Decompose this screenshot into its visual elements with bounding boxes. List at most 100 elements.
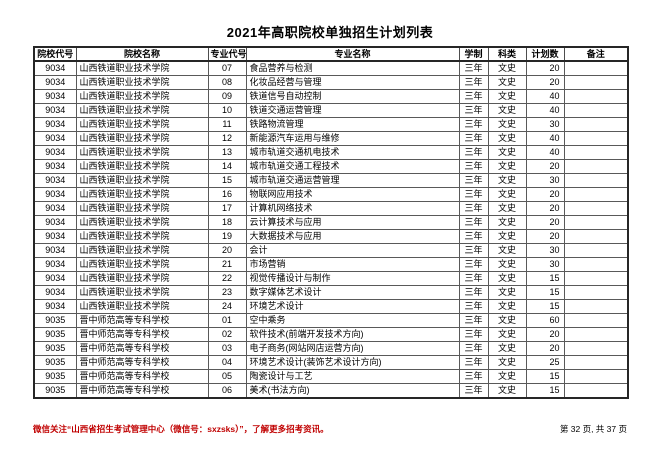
table-row: 9034 山西铁道职业技术学院 17 计算机网络技术 三年 文史 20 (33, 201, 629, 216)
cell-subject-category: 文史 (487, 285, 527, 300)
cell-plan-count: 15 (525, 383, 565, 399)
cell-remarks (563, 131, 629, 146)
table-row: 9035 晋中师范高等专科学校 06 美术(书法方向) 三年 文史 15 (33, 383, 629, 399)
cell-remarks (563, 173, 629, 188)
column-header-remarks: 备注 (563, 46, 629, 62)
cell-duration: 三年 (458, 271, 489, 286)
table-row: 9035 晋中师范高等专科学校 01 空中乘务 三年 文史 60 (33, 313, 629, 328)
cell-major-code: 17 (207, 201, 247, 216)
table-row: 9034 山西铁道职业技术学院 11 铁路物流管理 三年 文史 30 (33, 117, 629, 132)
footer-wechat-notice: 微信关注“山西省招生考试管理中心（微信号：sxzsks）”，了解更多招考资讯。 (33, 424, 329, 434)
cell-major-name: 视觉传播设计与制作 (245, 271, 460, 286)
cell-college-name: 山西铁道职业技术学院 (75, 229, 209, 244)
cell-plan-count: 40 (525, 145, 565, 160)
cell-college-code: 9034 (33, 201, 77, 216)
cell-subject-category: 文史 (487, 257, 527, 272)
table-row: 9034 山西铁道职业技术学院 08 化妆品经营与管理 三年 文史 20 (33, 75, 629, 90)
cell-college-code: 9034 (33, 145, 77, 160)
cell-duration: 三年 (458, 187, 489, 202)
cell-plan-count: 30 (525, 243, 565, 258)
cell-college-code: 9034 (33, 75, 77, 90)
cell-college-name: 山西铁道职业技术学院 (75, 103, 209, 118)
cell-major-name: 数字媒体艺术设计 (245, 285, 460, 300)
cell-major-code: 11 (207, 117, 247, 132)
cell-major-code: 13 (207, 145, 247, 160)
cell-major-name: 会计 (245, 243, 460, 258)
cell-major-name: 市场营销 (245, 257, 460, 272)
cell-duration: 三年 (458, 75, 489, 90)
table-row: 9034 山西铁道职业技术学院 13 城市轨道交通机电技术 三年 文史 40 (33, 145, 629, 160)
cell-college-name: 山西铁道职业技术学院 (75, 159, 209, 174)
cell-college-name: 山西铁道职业技术学院 (75, 257, 209, 272)
table-row: 9035 晋中师范高等专科学校 02 软件技术(前端开发技术方向) 三年 文史 20 (33, 327, 629, 342)
cell-major-code: 23 (207, 285, 247, 300)
table-row: 9035 晋中师范高等专科学校 05 陶瓷设计与工艺 三年 文史 15 (33, 369, 629, 384)
cell-major-code: 21 (207, 257, 247, 272)
cell-college-code: 9034 (33, 299, 77, 314)
cell-college-name: 晋中师范高等专科学校 (75, 341, 209, 356)
table-row: 9034 山西铁道职业技术学院 20 会计 三年 文史 30 (33, 243, 629, 258)
cell-remarks (563, 89, 629, 104)
cell-college-name: 晋中师范高等专科学校 (75, 355, 209, 370)
cell-duration: 三年 (458, 103, 489, 118)
table-row: 9034 山西铁道职业技术学院 19 大数据技术与应用 三年 文史 20 (33, 229, 629, 244)
cell-major-name: 铁道信号自动控制 (245, 89, 460, 104)
cell-college-name: 山西铁道职业技术学院 (75, 131, 209, 146)
cell-plan-count: 40 (525, 131, 565, 146)
cell-major-code: 09 (207, 89, 247, 104)
cell-major-name: 陶瓷设计与工艺 (245, 369, 460, 384)
cell-remarks (563, 145, 629, 160)
cell-major-name: 云计算技术与应用 (245, 215, 460, 230)
cell-remarks (563, 60, 629, 76)
table-row: 9035 晋中师范高等专科学校 03 电子商务(网站网店运营方向) 三年 文史 20 (33, 341, 629, 356)
cell-college-code: 9034 (33, 117, 77, 132)
table-row: 9035 晋中师范高等专科学校 04 环境艺术设计(装饰艺术设计方向) 三年 文史 25 (33, 355, 629, 370)
cell-major-code: 22 (207, 271, 247, 286)
cell-subject-category: 文史 (487, 145, 527, 160)
cell-subject-category: 文史 (487, 229, 527, 244)
cell-college-name: 山西铁道职业技术学院 (75, 117, 209, 132)
cell-duration: 三年 (458, 60, 489, 76)
cell-subject-category: 文史 (487, 327, 527, 342)
cell-major-code: 01 (207, 313, 247, 328)
cell-college-code: 9035 (33, 383, 77, 399)
cell-subject-category: 文史 (487, 173, 527, 188)
cell-duration: 三年 (458, 201, 489, 216)
cell-remarks (563, 271, 629, 286)
cell-college-name: 晋中师范高等专科学校 (75, 383, 209, 399)
cell-duration: 三年 (458, 299, 489, 314)
page-title: 2021年高职院校单独招生计划列表 (226, 25, 434, 40)
cell-college-name: 山西铁道职业技术学院 (75, 75, 209, 90)
table-row: 9034 山西铁道职业技术学院 23 数字媒体艺术设计 三年 文史 15 (33, 285, 629, 300)
cell-subject-category: 文史 (487, 369, 527, 384)
cell-college-name: 晋中师范高等专科学校 (75, 369, 209, 384)
cell-major-code: 03 (207, 341, 247, 356)
cell-plan-count: 25 (525, 355, 565, 370)
cell-plan-count: 60 (525, 313, 565, 328)
table-row: 9034 山西铁道职业技术学院 14 城市轨道交通工程技术 三年 文史 20 (33, 159, 629, 174)
cell-remarks (563, 257, 629, 272)
cell-remarks (563, 215, 629, 230)
cell-major-code: 06 (207, 383, 247, 399)
cell-subject-category: 文史 (487, 341, 527, 356)
cell-duration: 三年 (458, 215, 489, 230)
cell-college-code: 9035 (33, 327, 77, 342)
cell-plan-count: 20 (525, 187, 565, 202)
footer-page-number: 第 32 页, 共 37 页 (559, 424, 627, 434)
cell-plan-count: 20 (525, 215, 565, 230)
cell-major-name: 大数据技术与应用 (245, 229, 460, 244)
cell-duration: 三年 (458, 145, 489, 160)
cell-subject-category: 文史 (487, 117, 527, 132)
cell-college-code: 9034 (33, 89, 77, 104)
cell-duration: 三年 (458, 173, 489, 188)
cell-college-code: 9034 (33, 215, 77, 230)
cell-plan-count: 20 (525, 229, 565, 244)
cell-duration: 三年 (458, 327, 489, 342)
cell-major-name: 城市轨道交通机电技术 (245, 145, 460, 160)
cell-college-code: 9034 (33, 131, 77, 146)
cell-major-name: 铁路物流管理 (245, 117, 460, 132)
cell-subject-category: 文史 (487, 187, 527, 202)
column-header-college-name: 院校名称 (75, 46, 209, 62)
cell-major-code: 12 (207, 131, 247, 146)
cell-college-code: 9034 (33, 187, 77, 202)
